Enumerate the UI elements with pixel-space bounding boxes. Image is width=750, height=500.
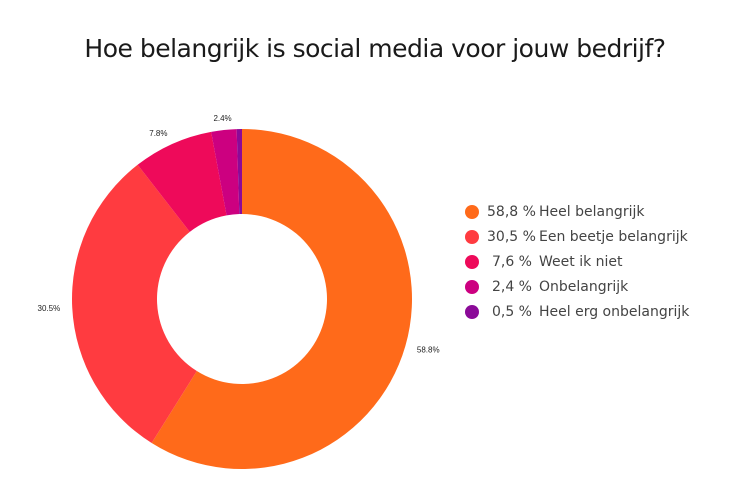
legend-swatch — [465, 229, 479, 244]
legend-percent: 58,8 % — [487, 203, 536, 220]
slice-weet-ik-niet[interactable] — [137, 131, 227, 232]
legend-percent: 30,5 % — [487, 228, 536, 245]
legend-swatch — [465, 304, 479, 319]
slice-data-label: 58.8% — [417, 345, 440, 354]
legend-label: Een beetje belangrijk — [539, 228, 688, 245]
legend-item[interactable]: 58,8 % Heel belangrijk — [465, 199, 750, 224]
legend-swatch — [465, 279, 479, 294]
legend-label: Weet ik niet — [539, 253, 623, 270]
legend-percent: 7,6 % — [491, 253, 532, 270]
slice-data-label: 30.5% — [38, 304, 61, 313]
legend-swatch — [465, 254, 479, 269]
legend-percent: 0,5 % — [491, 303, 532, 320]
legend-label: Onbelangrijk — [539, 278, 629, 295]
slice-onbelangrijk[interactable] — [211, 129, 240, 216]
legend-label: Heel belangrijk — [539, 203, 645, 220]
chart-title: Hoe belangrijk is social media voor jouw… — [84, 34, 666, 63]
slice-heel-belangrijk[interactable] — [151, 129, 412, 469]
legend-label: Heel erg onbelangrijk — [539, 303, 690, 320]
slice-een-beetje-belangrijk[interactable] — [71, 164, 197, 444]
legend-item[interactable]: 7,6 % Weet ik niet — [465, 249, 750, 274]
slice-heel-erg-onbelangrijk[interactable] — [236, 129, 242, 215]
legend-item[interactable]: 30,5 % Een beetje belangrijk — [465, 224, 750, 249]
legend-percent: 2,4 % — [491, 278, 532, 295]
legend-swatch — [465, 204, 479, 219]
legend: 58,8 % Heel belangrijk 30,5 % Een beetje be… — [465, 199, 750, 324]
legend-item[interactable]: 2,4 % Onbelangrijk — [465, 274, 750, 299]
slice-data-label: 7.8% — [149, 129, 167, 138]
legend-item[interactable]: 0,5 % Heel erg onbelangrijk — [465, 299, 750, 324]
slice-data-label: 2.4% — [213, 114, 231, 123]
